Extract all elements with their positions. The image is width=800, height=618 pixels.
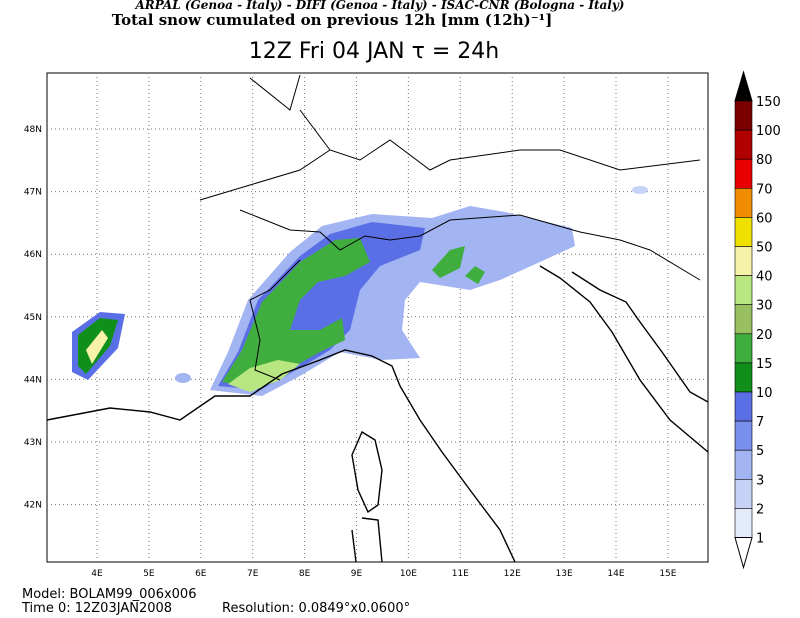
colorbar-cell bbox=[734, 449, 753, 480]
colorbar-label: 50 bbox=[756, 241, 773, 256]
lat-label: 47N bbox=[24, 188, 42, 198]
colorbar-label: 60 bbox=[756, 211, 773, 226]
model-label: Model: BOLAM99_006x006 bbox=[22, 587, 196, 602]
lon-label: 4E bbox=[91, 569, 103, 579]
colorbar-label: 20 bbox=[756, 328, 773, 343]
colorbar-cell bbox=[734, 158, 753, 189]
colorbar-cell bbox=[734, 333, 753, 364]
colorbar-label: 80 bbox=[756, 153, 773, 168]
lon-label: 8E bbox=[299, 569, 311, 579]
colorbar-cell bbox=[734, 188, 753, 218]
colorbar-label: 40 bbox=[756, 270, 773, 285]
lat-label: 46N bbox=[24, 250, 42, 260]
subtitle: Total snow cumulated on previous 12h [mm… bbox=[112, 11, 553, 29]
lon-label: 9E bbox=[351, 569, 363, 579]
colorbar-top bbox=[734, 70, 753, 102]
colorbar-cell bbox=[734, 246, 753, 276]
time-label: Time 0: 12Z03JAN2008 bbox=[21, 601, 172, 616]
colorbar-cell bbox=[734, 129, 753, 160]
credits: ARPAL (Genoa - Italy) - DIFI (Genoa - It… bbox=[135, 0, 625, 12]
borders bbox=[199, 74, 701, 381]
lat-label: 44N bbox=[24, 375, 42, 385]
colorbar: 150 100 80 70 60 50 40 30 20 15 10 7 5 3 2 1 bbox=[734, 70, 781, 570]
colorbar-label: 10 bbox=[756, 386, 773, 401]
lat-label: 43N bbox=[24, 438, 42, 448]
colorbar-cell bbox=[734, 304, 753, 335]
lat-label: 45N bbox=[24, 313, 42, 323]
lon-label: 10E bbox=[400, 569, 417, 579]
lon-label: 12E bbox=[504, 569, 521, 579]
colorbar-label: 5 bbox=[756, 444, 764, 459]
colorbar-cell bbox=[734, 420, 753, 451]
colorbar-label: 150 bbox=[756, 95, 781, 110]
lat-label: 48N bbox=[24, 125, 42, 135]
colorbar-cell bbox=[734, 275, 753, 306]
colorbar-label: 7 bbox=[756, 415, 764, 430]
colorbar-cell bbox=[734, 508, 753, 538]
lon-label: 11E bbox=[452, 569, 469, 579]
lon-label: 13E bbox=[556, 569, 573, 579]
colorbar-cell bbox=[734, 478, 753, 509]
colorbar-label: 70 bbox=[756, 182, 773, 197]
colorbar-cell bbox=[734, 362, 753, 393]
colorbar-cell bbox=[734, 100, 753, 131]
lon-label: 15E bbox=[659, 569, 676, 579]
colorbar-cell bbox=[734, 391, 753, 422]
lon-label: 14E bbox=[607, 569, 624, 579]
colorbar-bottom bbox=[734, 537, 753, 570]
coastlines bbox=[46, 265, 709, 563]
colorbar-label: 2 bbox=[756, 502, 764, 517]
colorbar-label: 100 bbox=[756, 124, 781, 139]
lat-label: 42N bbox=[24, 501, 42, 511]
resolution-label: Resolution: 0.0849°x0.0600° bbox=[222, 601, 410, 616]
colorbar-label: 30 bbox=[756, 299, 773, 314]
title: 12Z Fri 04 JAN τ = 24h bbox=[249, 39, 499, 64]
colorbar-label: 15 bbox=[756, 357, 773, 372]
colorbar-label: 1 bbox=[756, 532, 764, 547]
colorbar-label: 3 bbox=[756, 473, 764, 488]
lon-label: 7E bbox=[247, 569, 259, 579]
colorbar-cell bbox=[734, 217, 753, 247]
lon-label: 5E bbox=[143, 569, 155, 579]
lon-label: 6E bbox=[195, 569, 207, 579]
snow-field bbox=[72, 186, 648, 396]
